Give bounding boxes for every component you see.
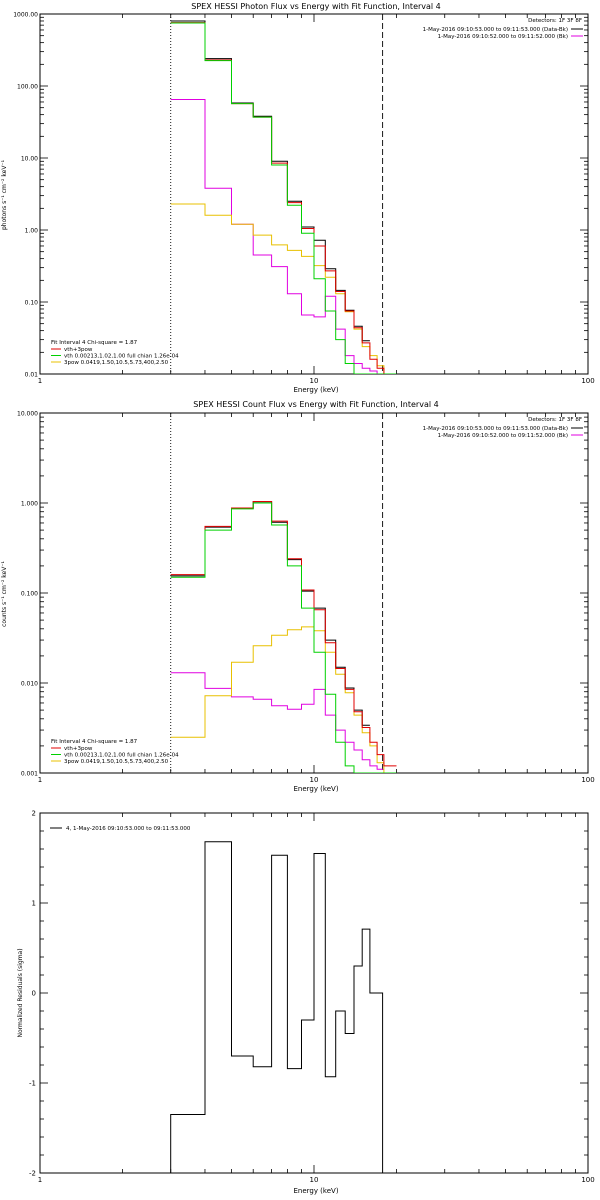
count-flux-marks: 1 10 100 0.001 0.010 0.100 1.000 10.000 Detector… (17, 411, 595, 785)
photon-flux-legend-item-label: 1-May-2016 09:10:52.000 to 09:11:52.000 … (438, 34, 568, 40)
residuals-residual-steps (170, 841, 384, 1173)
count-flux-legend-fit-header: Fit Interval 4 Chi-square = 1.87 (51, 739, 138, 745)
count-flux-x-tick-label: 1 (38, 776, 42, 784)
photon-flux-series-thermal (170, 22, 397, 374)
count-flux-y-tick-label: 0.001 (21, 771, 38, 778)
count-flux-y-tick-label: 0.100 (21, 591, 38, 598)
residuals-y-tick-label: 2 (32, 810, 36, 818)
count-flux-x-tick-label: 10 (310, 776, 319, 784)
residuals-y-tick-label: -1 (29, 1080, 36, 1088)
residuals-x-tick-label: 10 (310, 1176, 319, 1184)
residuals-xlabel: Energy (keV) (293, 1187, 338, 1195)
photon-flux-marks: 1 10 100 0.01 0.10 1.00 10.00 100.00 1000.00 Dete… (13, 12, 595, 386)
residuals-y-tick-label: 0 (32, 990, 36, 998)
count-flux-title: SPEX HESSI Count Flux vs Energy with Fit… (193, 400, 438, 409)
photon-flux-y-tick-label: 100.00 (17, 84, 38, 91)
photon-flux-legend-fit-header: Fit Interval 4 Chi-square = 1.87 (51, 340, 138, 346)
photon-flux-y-tick-label: 1.00 (25, 228, 39, 235)
photon-flux-legend-detectors: Detectors: 1F 3F 8F (528, 18, 582, 24)
residuals-x-tick-label: 100 (581, 1176, 594, 1184)
count-flux-y-tick-label: 1.000 (21, 501, 38, 508)
photon-flux-x-tick-label: 1 (38, 377, 42, 385)
count-flux-legend-item-label: vth 0.00213,1.02,1.00 full chian 1.26e-0… (64, 753, 179, 759)
count-flux-ylabel: counts s⁻¹ cm⁻² keV⁻¹ (1, 561, 8, 627)
photon-flux-y-tick-label: 0.10 (25, 300, 39, 307)
count-flux-legend-item-label: 1-May-2016 09:10:53.000 to 09:11:53.000 … (423, 426, 568, 432)
photon-flux-legend-item-label: 1-May-2016 09:10:53.000 to 09:11:53.000 … (423, 27, 568, 33)
photon-flux-y-tick-label: 10.00 (21, 156, 38, 163)
count-flux-legend-item-label: 3pow 0.0419,1.50,10.5,5.73,400,2.50 (64, 759, 169, 765)
residuals-y-tick-label: 1 (32, 900, 36, 908)
count-flux-xlabel: Energy (keV) (293, 785, 338, 793)
photon-flux-legend-item-label: vth 0.00213,1.02,1.00 full chian 1.26e-0… (64, 354, 179, 360)
count-flux-y-tick-label: 10.000 (17, 411, 38, 418)
count-flux-legend-detectors: Detectors: 1F 3F 8F (528, 417, 582, 423)
count-flux-legend-item-label: vth+3pow (64, 746, 93, 752)
residuals-marks: 1 10 100 -2 -1 0 1 2 4, 1-May-2016 09:10:53.000 … (29, 810, 595, 1185)
count-flux-y-tick-label: 0.010 (21, 681, 38, 688)
count-flux-series-background (170, 672, 384, 770)
count-flux-series-thermal (170, 502, 397, 773)
photon-flux-x-tick-label: 100 (581, 377, 594, 385)
residuals-legend-label: 4, 1-May-2016 09:10:53.000 to 09:11:53.0… (66, 826, 191, 832)
photon-flux-y-tick-label: 0.01 (25, 372, 39, 379)
photon-flux-panel: SPEX HESSI Photon Flux vs Energy with Fi… (1, 2, 595, 394)
photon-flux-title: SPEX HESSI Photon Flux vs Energy with Fi… (191, 2, 441, 11)
photon-flux-series-data (170, 20, 370, 342)
count-flux-legend-item-label: 1-May-2016 09:10:52.000 to 09:11:52.000 … (438, 433, 568, 439)
count-flux-panel: SPEX HESSI Count Flux vs Energy with Fit… (1, 400, 595, 793)
residuals-ylabel: Normalized Residuals (sigma) (17, 948, 24, 1037)
residuals-x-tick-label: 1 (38, 1176, 42, 1184)
photon-flux-xlabel: Energy (keV) (293, 386, 338, 394)
photon-flux-legend-item-label: 3pow 0.0419,1.50,10.5,5.73,400,2.50 (64, 360, 169, 366)
photon-flux-y-tick-label: 1000.00 (13, 12, 38, 19)
count-flux-x-tick-label: 100 (581, 776, 594, 784)
residuals-y-tick-label: -2 (29, 1170, 36, 1178)
photon-flux-ylabel: photons s⁻¹ cm⁻² keV⁻¹ (1, 159, 8, 230)
photon-flux-legend-item-label: vth+3pow (64, 347, 93, 353)
residuals-panel: Energy (keV) Normalized Residuals (sigma… (17, 810, 595, 1196)
photon-flux-x-tick-label: 10 (310, 377, 319, 385)
